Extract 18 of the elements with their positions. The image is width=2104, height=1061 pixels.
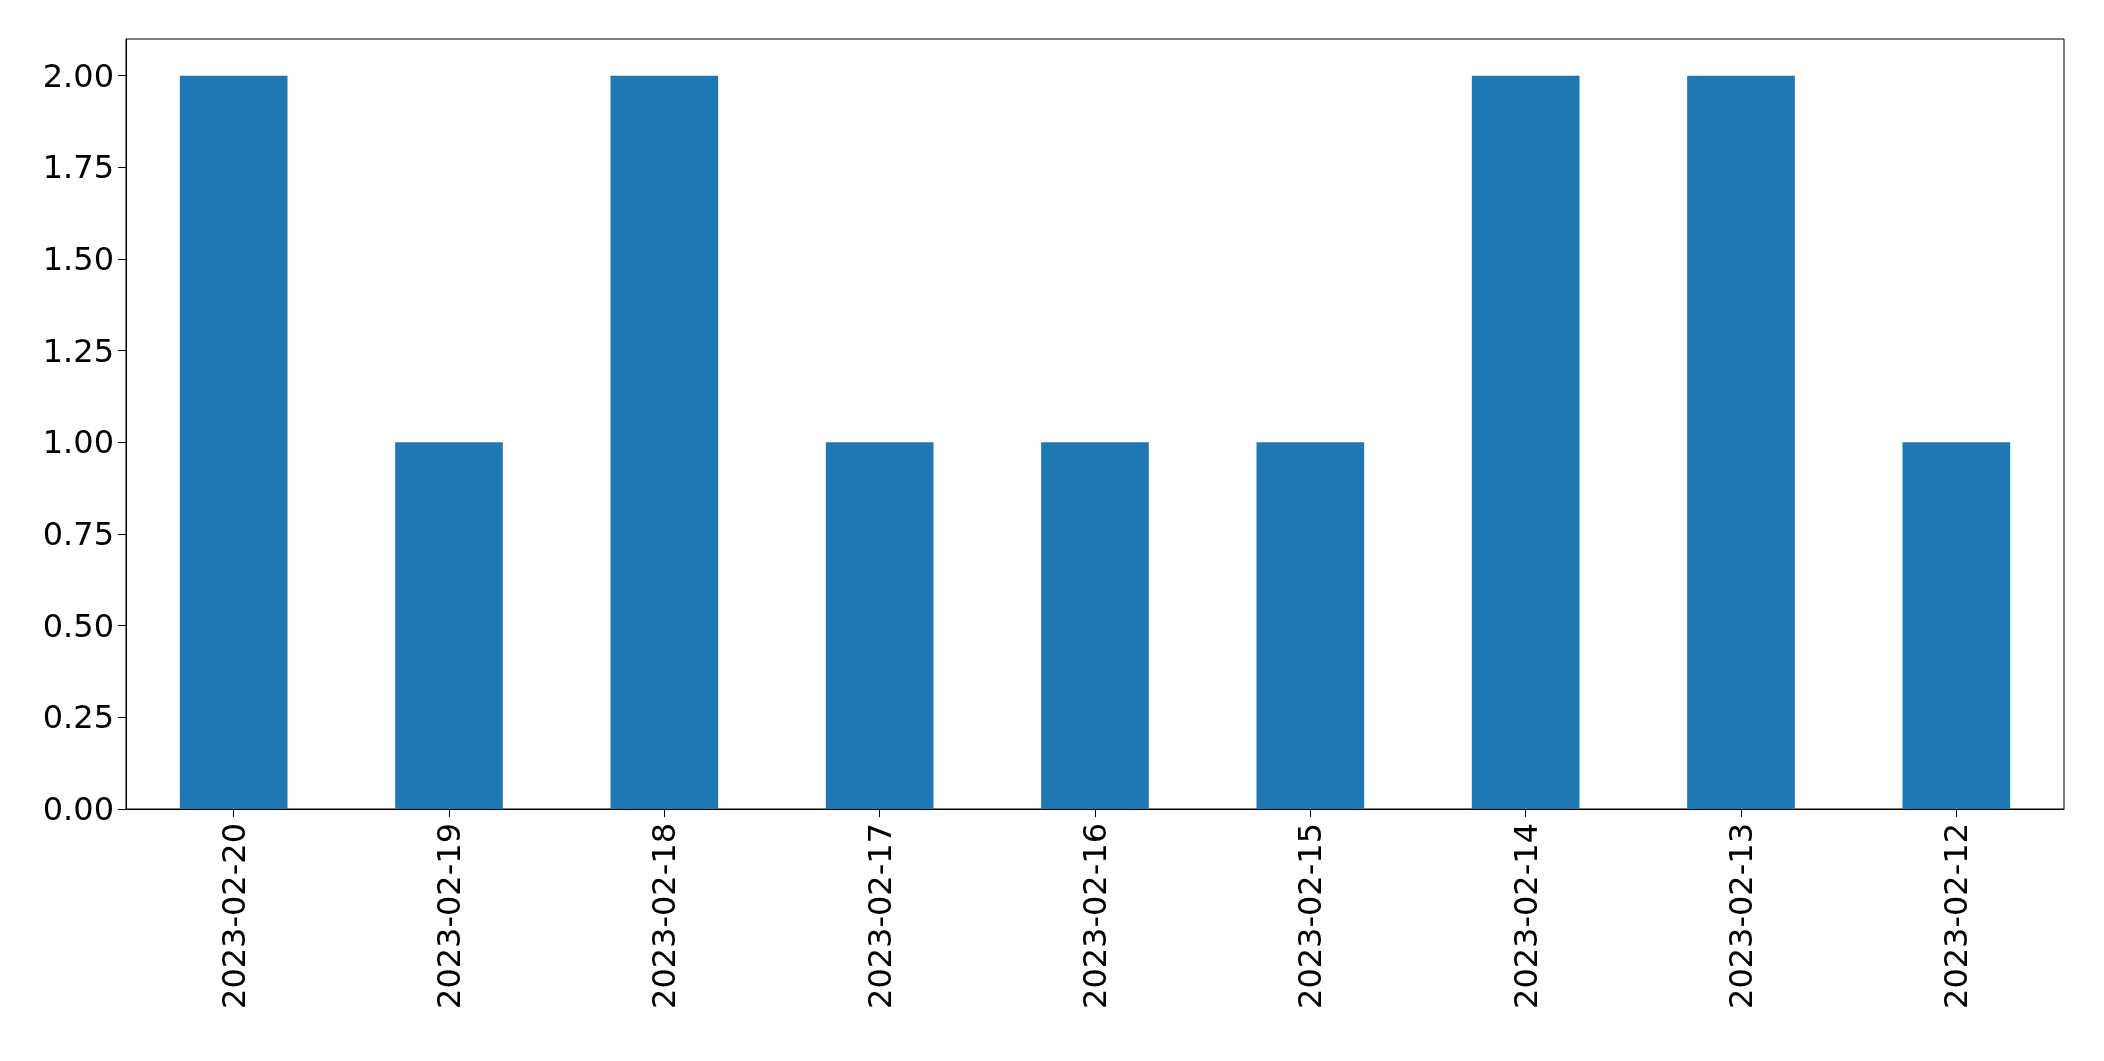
x-tick-label: 2023-02-18 [645,823,684,1009]
x-tick-label: 2023-02-13 [1722,823,1760,1009]
x-tick-label: 2023-02-16 [1076,823,1114,1009]
x-tick-label: 2023-02-14 [1506,823,1545,1009]
x-tick-label: 2023-02-12 [1937,823,1976,1009]
y-tick-label: 1.75 [42,148,114,187]
y-tick-label: 0.00 [42,790,114,828]
x-tick-label: 2023-02-20 [214,823,253,1009]
x-tick-label: 2023-02-19 [430,823,468,1009]
y-tick-label: 0.25 [42,698,114,737]
y-tick-label: 0.75 [42,515,114,553]
x-tick-label: 2023-02-17 [860,823,899,1009]
y-tick-label: 0.50 [42,606,114,645]
y-tick-label: 1.50 [42,240,114,278]
y-tick-label: 2.00 [42,56,114,95]
y-tick-label: 1.00 [42,423,114,462]
y-tick-label: 1.25 [42,331,114,370]
x-tick-label: 2023-02-15 [1291,823,1330,1009]
